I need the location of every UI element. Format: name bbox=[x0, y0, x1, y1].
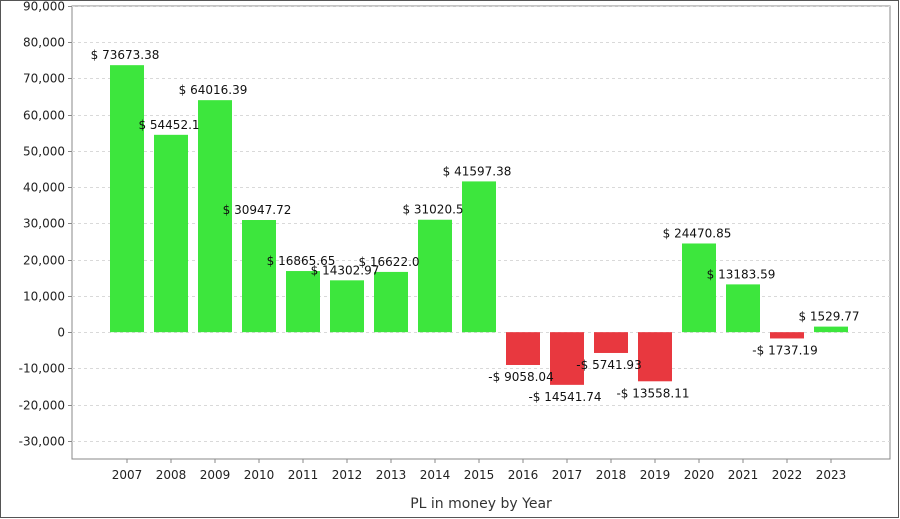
y-axis: -30,000 -20,000 -10,000 0 10,000 20,000 30,000… bbox=[19, 0, 72, 449]
data-label: $ 14302.97 bbox=[311, 263, 380, 277]
x-axis: 2007 2008 2009 2010 2011 2012 2013 2014 2015 2016… bbox=[112, 459, 847, 482]
bar bbox=[198, 100, 232, 333]
data-label: $ 31020.5 bbox=[402, 203, 463, 217]
x-tick-label: 2019 bbox=[640, 468, 671, 482]
y-tick-label: 20,000 bbox=[23, 254, 65, 268]
x-tick-label: 2018 bbox=[596, 468, 627, 482]
data-label: -$ 13558.11 bbox=[616, 386, 689, 400]
x-tick-label: 2013 bbox=[376, 468, 407, 482]
bar bbox=[550, 332, 584, 385]
data-label: $ 24470.85 bbox=[663, 226, 732, 240]
x-tick-label: 2009 bbox=[200, 468, 231, 482]
y-tick-label: 70,000 bbox=[23, 72, 65, 86]
y-tick-label: -30,000 bbox=[19, 435, 65, 449]
x-tick-label: 2008 bbox=[156, 468, 187, 482]
data-label: $ 16622.0 bbox=[358, 255, 419, 269]
x-tick-label: 2011 bbox=[288, 468, 319, 482]
bar bbox=[286, 271, 320, 333]
x-tick-label: 2023 bbox=[816, 468, 847, 482]
bar bbox=[418, 219, 452, 333]
data-label: $ 64016.39 bbox=[179, 83, 248, 97]
data-label: $ 30947.72 bbox=[223, 203, 292, 217]
x-axis-title: PL in money by Year bbox=[410, 496, 552, 512]
bar bbox=[462, 181, 496, 333]
bar bbox=[110, 65, 144, 333]
y-tick-label: 90,000 bbox=[23, 0, 65, 14]
y-tick-label: 10,000 bbox=[23, 290, 65, 304]
x-tick-label: 2010 bbox=[244, 468, 275, 482]
x-tick-label: 2022 bbox=[772, 468, 803, 482]
bar bbox=[814, 326, 848, 333]
bar bbox=[506, 332, 540, 365]
data-label: $ 13183.59 bbox=[707, 267, 776, 281]
y-tick-label: 0 bbox=[57, 326, 65, 340]
y-tick-label: 60,000 bbox=[23, 109, 65, 123]
x-tick-label: 2014 bbox=[420, 468, 451, 482]
y-tick-label: 50,000 bbox=[23, 145, 65, 159]
x-tick-label: 2020 bbox=[684, 468, 715, 482]
x-tick-label: 2012 bbox=[332, 468, 363, 482]
bar bbox=[770, 332, 804, 339]
bar-series bbox=[110, 65, 848, 385]
bar bbox=[682, 243, 716, 333]
y-tick-label: -10,000 bbox=[19, 362, 65, 376]
x-tick-label: 2017 bbox=[552, 468, 583, 482]
x-tick-label: 2021 bbox=[728, 468, 759, 482]
data-label: -$ 5741.93 bbox=[576, 358, 641, 372]
bar bbox=[374, 271, 408, 333]
bar bbox=[242, 220, 276, 333]
gridlines bbox=[71, 5, 891, 460]
bar bbox=[726, 284, 760, 333]
y-tick-label: 80,000 bbox=[23, 36, 65, 50]
x-tick-label: 2007 bbox=[112, 468, 143, 482]
data-label: -$ 14541.74 bbox=[528, 390, 601, 404]
y-tick-label: 30,000 bbox=[23, 217, 65, 231]
x-tick-label: 2016 bbox=[508, 468, 539, 482]
data-label: $ 16865.65 bbox=[267, 254, 336, 268]
bar bbox=[638, 332, 672, 382]
data-label: $ 54452.1 bbox=[138, 118, 199, 132]
data-label: $ 1529.77 bbox=[798, 310, 859, 324]
data-label: -$ 1737.19 bbox=[752, 343, 817, 357]
data-label: -$ 9058.04 bbox=[488, 370, 553, 384]
bar bbox=[330, 280, 364, 333]
y-tick-label: -20,000 bbox=[19, 399, 65, 413]
bar bbox=[594, 332, 628, 353]
x-tick-label: 2015 bbox=[464, 468, 495, 482]
bar bbox=[154, 134, 188, 333]
data-label: $ 41597.38 bbox=[443, 164, 512, 178]
data-label: $ 73673.38 bbox=[91, 48, 160, 62]
data-labels: $ 73673.38 $ 54452.1 $ 64016.39 $ 30947.72 $… bbox=[91, 48, 860, 404]
y-tick-label: 40,000 bbox=[23, 181, 65, 195]
